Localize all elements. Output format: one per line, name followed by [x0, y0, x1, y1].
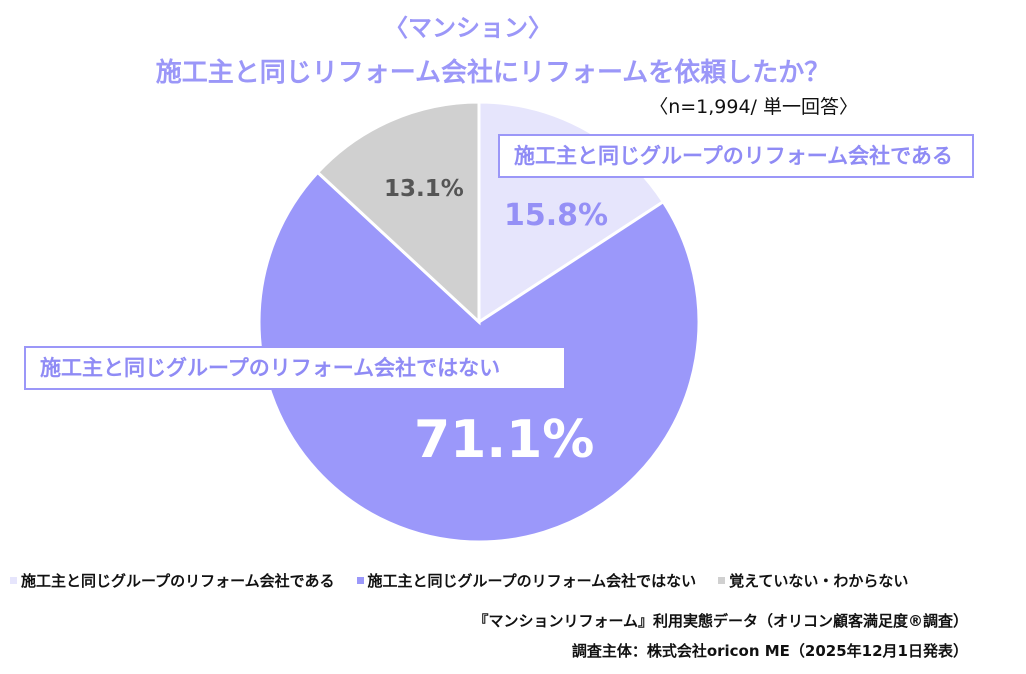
legend-item: 施工主と同じグループのリフォーム会社ではない: [356, 570, 697, 591]
data-label-slice-3: 13.1%: [384, 176, 464, 202]
source-note: 『マンションリフォーム』利用実態データ（オリコン顧客満足度®調査）: [473, 612, 968, 630]
legend-swatch: [718, 577, 726, 584]
legend-label: 覚えていない・わからない: [729, 572, 909, 590]
source-note-sponsor: 調査主体：株式会社oricon ME（2025年12月1日発表）: [571, 642, 968, 660]
data-label-slice-2: 71.1%: [414, 410, 595, 470]
sample-note: 〈n=1,994/ 単一回答〉: [649, 96, 858, 118]
legend-swatch: [10, 577, 17, 584]
legend-item: 施工主と同じグループのリフォーム会社である: [10, 570, 335, 591]
data-label-slice-1: 15.8%: [504, 198, 609, 233]
legend-label: 施工主と同じグループのリフォーム会社ではない: [367, 572, 697, 590]
callout-slice-2: 施工主と同じグループのリフォーム会社ではない: [24, 346, 566, 390]
legend-swatch: [356, 577, 364, 584]
chart-subtitle: 〈マンション〉: [384, 14, 552, 42]
callout-slice-1: 施工主と同じグループのリフォーム会社である: [498, 134, 974, 178]
legend-label: 施工主と同じグループのリフォーム会社である: [21, 572, 335, 590]
legend: 施工主と同じグループのリフォーム会社である 施工主と同じグループのリフォーム会社…: [10, 570, 908, 591]
chart-title: 施工主と同じリフォーム会社にリフォームを依頼したか？: [155, 58, 831, 88]
pie-slice-3: [315, 100, 481, 326]
legend-item: 覚えていない・わからない: [718, 570, 908, 591]
